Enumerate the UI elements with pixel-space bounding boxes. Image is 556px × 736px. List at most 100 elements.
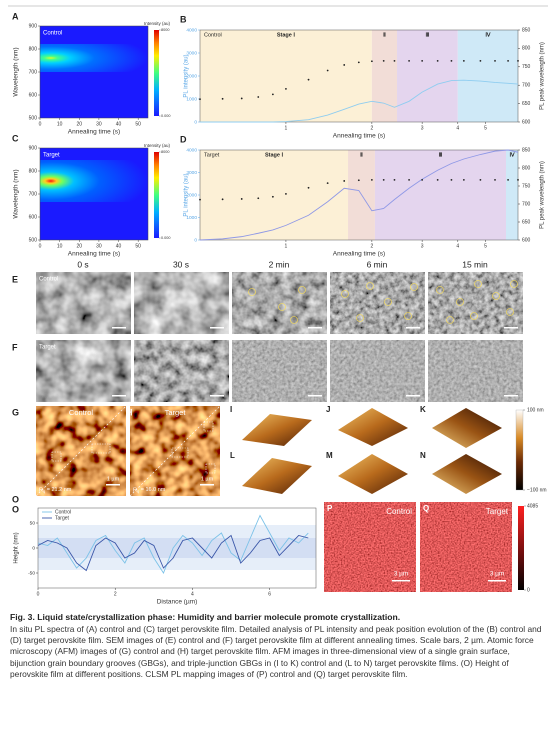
stage-region xyxy=(200,30,372,122)
data-point xyxy=(382,178,385,181)
sem-image xyxy=(428,340,523,402)
stage-region xyxy=(505,150,518,240)
panel-letter: P xyxy=(327,504,333,513)
panel-tag: Target xyxy=(486,507,509,516)
roughness-subscript: q xyxy=(43,489,45,494)
scale-bar xyxy=(504,395,518,397)
panel-letter: E xyxy=(12,274,18,284)
panel-letter: F xyxy=(12,342,18,352)
y-tick-label: 3000 xyxy=(186,170,197,176)
roughness-value: = 16.0 nm xyxy=(139,487,166,493)
y-tick-label: 500 xyxy=(29,115,38,121)
data-point xyxy=(408,178,410,181)
panel-tag: Target xyxy=(204,152,220,158)
x-tick-label: 50 xyxy=(135,121,141,127)
column-title: 6 min xyxy=(367,259,388,269)
stage-region xyxy=(371,30,398,122)
data-point xyxy=(326,69,329,72)
afm-3d xyxy=(242,414,312,446)
colorbar xyxy=(154,152,159,238)
colorbar xyxy=(518,506,524,590)
scale-bar xyxy=(200,484,214,486)
x-tick-label: 0 xyxy=(37,591,40,597)
data-point xyxy=(199,98,201,101)
y2-tick-label: 800 xyxy=(522,165,531,171)
grain-marker xyxy=(492,292,500,300)
panel-letter: I xyxy=(230,405,232,414)
grain-marker xyxy=(410,283,418,291)
y-axis-label: PL intensity (au) xyxy=(184,54,190,97)
x-tick-label: 5 xyxy=(484,125,487,131)
y-tick-label: 0 xyxy=(194,237,197,243)
data-point xyxy=(436,60,439,62)
data-point xyxy=(307,186,310,189)
y-tick-label: 800 xyxy=(29,46,38,52)
colorbar-tick-label: 4085 xyxy=(527,503,538,509)
stage-region xyxy=(457,30,518,122)
data-point xyxy=(370,178,373,181)
x-tick-label: 20 xyxy=(76,243,82,249)
x-tick-label: 4 xyxy=(191,591,194,597)
panel-tag: Control xyxy=(386,507,412,516)
scale-label: 1 µm xyxy=(107,476,120,482)
roughness-subscript: q xyxy=(137,489,139,494)
panel-tag: Target xyxy=(165,408,187,417)
x-tick-label: 4 xyxy=(456,243,459,249)
profile-line xyxy=(129,405,221,497)
panel-tag: Target xyxy=(43,153,60,159)
grain-marker xyxy=(404,312,412,320)
scale-label: 3 µm xyxy=(490,571,505,578)
sem-image xyxy=(134,272,229,334)
y2-tick-label: 600 xyxy=(522,237,531,243)
afm-3d xyxy=(338,454,408,494)
colorbar-tick-label: 0.000 xyxy=(161,236,171,240)
column-title: 15 min xyxy=(462,259,488,269)
x-tick-label: 3 xyxy=(421,125,424,131)
x-tick-label: 2 xyxy=(114,591,117,597)
data-point xyxy=(462,178,465,181)
y-tick-label: 800 xyxy=(29,168,38,174)
y2-tick-label: 800 xyxy=(522,46,531,52)
grain-marker xyxy=(506,308,514,316)
panel-tag: Control xyxy=(39,277,58,283)
data-point xyxy=(343,64,346,66)
x-tick-label: 0 xyxy=(39,121,42,127)
x-axis-label: Annealing time (s) xyxy=(68,251,120,258)
data-point xyxy=(517,60,519,62)
data-point xyxy=(507,60,509,62)
y-tick-label: 4000 xyxy=(186,147,197,153)
sem-image xyxy=(232,272,327,334)
y2-axis-label: PL peak wavelength (nm) xyxy=(540,42,546,110)
y2-axis-label: PL peak wavelength (nm) xyxy=(540,161,546,229)
band xyxy=(38,538,316,558)
data-point xyxy=(393,60,396,62)
colorbar-tick-label: 100 nm xyxy=(527,407,544,413)
data-point xyxy=(285,87,287,90)
scale-bar xyxy=(308,327,322,329)
data-point xyxy=(357,61,360,64)
y-axis-label: Wavelength (nm) xyxy=(13,169,20,218)
grain-marker xyxy=(290,316,298,324)
panel-letter: M xyxy=(326,451,333,460)
data-point xyxy=(450,60,453,62)
colorbar-tick-label: 0.000 xyxy=(161,114,171,118)
scale-bar xyxy=(112,395,126,397)
y-tick-label: 3000 xyxy=(186,50,197,56)
scale-bar xyxy=(112,327,126,329)
data-point xyxy=(421,60,424,62)
scale-bar xyxy=(406,395,420,397)
stage-label: Ⅱ xyxy=(383,31,386,38)
grain-marker xyxy=(384,298,392,306)
data-line xyxy=(199,149,519,241)
data-point xyxy=(517,178,519,181)
scale-label: 1 µm xyxy=(201,476,214,482)
grain-marker xyxy=(456,298,464,306)
grain-marker xyxy=(298,286,306,294)
marker-box xyxy=(91,443,111,454)
sem-image xyxy=(134,340,229,402)
panel-letter: N xyxy=(420,451,426,460)
marker-box xyxy=(51,451,62,462)
colorbar xyxy=(515,409,524,491)
y-tick-label: 1000 xyxy=(186,215,197,221)
data-point xyxy=(257,197,260,200)
